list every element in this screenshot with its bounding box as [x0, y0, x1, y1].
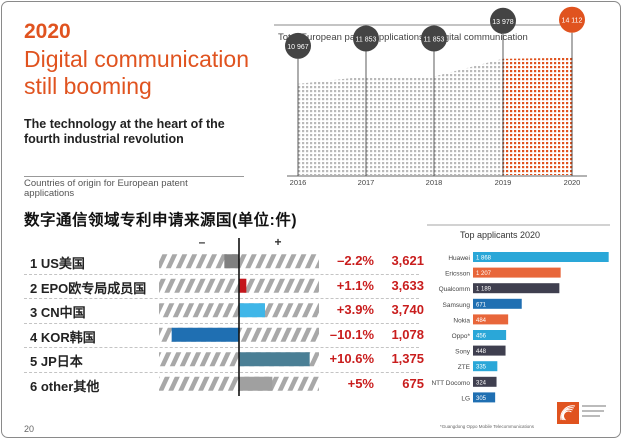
origin-note-line-1: Countries of origin for European patent	[24, 178, 188, 189]
origin-row-change: –2.2%	[337, 253, 374, 269]
applicant-value: 305	[476, 396, 487, 402]
applicant-bar	[473, 283, 560, 294]
applicant-bar	[473, 392, 496, 403]
origin-row-label: 5 JP日本	[30, 354, 83, 370]
applicant-bar	[473, 330, 507, 340]
origin-row-change: +3.9%	[336, 302, 374, 318]
applicant-value: 324	[476, 380, 487, 386]
applicant-value: 448	[476, 349, 487, 355]
trend-chart-title: Total European patent applications in di…	[278, 32, 528, 43]
trend-point	[490, 7, 516, 34]
row-separator	[24, 273, 419, 275]
epo-logo-mark	[557, 402, 579, 424]
origin-row-count: 675	[402, 375, 424, 391]
origin-row-label: 4 KOR韩国	[30, 329, 96, 345]
headline-line-1: Digital communication	[24, 46, 249, 72]
epo-logo-arc	[562, 408, 573, 421]
trend-area-red	[503, 57, 572, 175]
applicant-value: 484	[476, 318, 487, 324]
applicant-bar	[473, 267, 561, 278]
row-separator	[24, 347, 419, 348]
trend-value-label: 14 112	[562, 18, 583, 25]
row-separator	[24, 371, 419, 373]
page-number: 20	[24, 424, 35, 434]
headline-line-2: still booming	[24, 73, 152, 99]
applicant-bar	[473, 361, 498, 372]
origin-row-change: +5%	[347, 375, 374, 391]
subheadline-line-1: The technology at the heart of the	[24, 117, 225, 131]
applicant-name: Ericsson	[445, 271, 470, 278]
applicant-name: LG	[461, 395, 470, 402]
applicants-title: Top applicants 2020	[460, 230, 540, 240]
trend-value-label: 13 978	[492, 19, 514, 26]
origin-note-line-2: applications	[24, 188, 75, 199]
applicant-bar	[473, 345, 506, 356]
trend-year-label: 2020	[564, 178, 581, 187]
applicant-name: Sony	[455, 349, 471, 356]
applicant-name: Samsung	[443, 302, 471, 309]
epo-logo-arc	[560, 405, 576, 421]
applicant-value: 1 207	[476, 271, 492, 277]
origin-row-count: 3,633	[391, 277, 424, 293]
applicant-bar	[473, 298, 522, 309]
trend-year-label: 2018	[426, 178, 443, 187]
trend-value-label: 11 853	[424, 36, 445, 43]
applicant-value: 671	[476, 302, 487, 308]
epo-logo-arc	[563, 410, 572, 421]
applicant-value: 1 189	[476, 287, 492, 293]
trend-point	[353, 25, 379, 52]
trend-area-gray	[298, 58, 503, 175]
epo-logo-arc	[561, 407, 574, 421]
trend-year-label: 2017	[358, 178, 375, 187]
origin-row-change: +1.1%	[336, 277, 374, 293]
trend-value-label: 11 853	[356, 36, 377, 43]
origin-row-count: 3,740	[391, 302, 424, 318]
applicant-name: NTT Docomo	[431, 380, 470, 387]
applicant-name: Huawei	[448, 255, 470, 262]
epo-logo	[557, 402, 606, 424]
origin-row-label: 3 CN中国	[30, 305, 86, 321]
applicant-bar	[473, 252, 609, 262]
applicant-value: 456	[476, 334, 487, 340]
origin-row-change: +10.6%	[329, 351, 374, 367]
applicant-name: Qualcomm	[439, 286, 470, 293]
origin-row-count: 1,078	[391, 326, 424, 342]
epo-logo-text-line	[582, 405, 606, 407]
row-separator	[24, 298, 419, 299]
subheadline-line-2: fourth industrial revolution	[24, 132, 184, 146]
epo-logo-text-line	[582, 415, 600, 417]
origin-row-label: 1 US美国	[30, 256, 85, 272]
subheadline: The technology at the heart of the fourt…	[24, 117, 254, 147]
origin-row-count: 1,375	[391, 351, 424, 367]
year-label: 2020	[24, 20, 71, 43]
origin-note: Countries of origin for European patent …	[24, 176, 244, 199]
headline: Digital communication still booming	[24, 46, 264, 100]
trend-year-label: 2019	[495, 178, 512, 187]
origin-chart-title: 数字通信领域专利申请来源国(单位:件)	[24, 212, 297, 229]
epo-logo-text-line	[582, 410, 604, 412]
applicants-footnote: *Guangdong Oppo Mobile Telecommunication…	[440, 424, 535, 429]
origin-row-change: –10.1%	[329, 326, 374, 342]
trend-value-label: 10 967	[287, 44, 309, 51]
applicant-value: 335	[476, 365, 487, 371]
trend-chart: Total European patent applications in di…	[274, 2, 587, 187]
trend-year-label: 2016	[290, 178, 307, 187]
origin-row-label: 6 other其他	[30, 378, 100, 394]
applicant-value: 1 868	[476, 256, 492, 262]
origin-row-count: 3,621	[391, 253, 424, 269]
applicant-bar	[473, 314, 509, 325]
applicant-name: ZTE	[458, 364, 471, 371]
origin-row-label: 2 EPO欧专局成员国	[30, 280, 147, 296]
row-separator	[24, 322, 419, 324]
trend-point	[421, 25, 447, 52]
trend-point	[285, 32, 311, 59]
applicant-bar	[473, 376, 497, 387]
applicant-name: Oppo*	[452, 333, 471, 340]
trend-change-annotation: +1%	[529, 2, 552, 3]
trend-point	[559, 6, 585, 33]
applicant-name: Nokia	[453, 317, 470, 324]
